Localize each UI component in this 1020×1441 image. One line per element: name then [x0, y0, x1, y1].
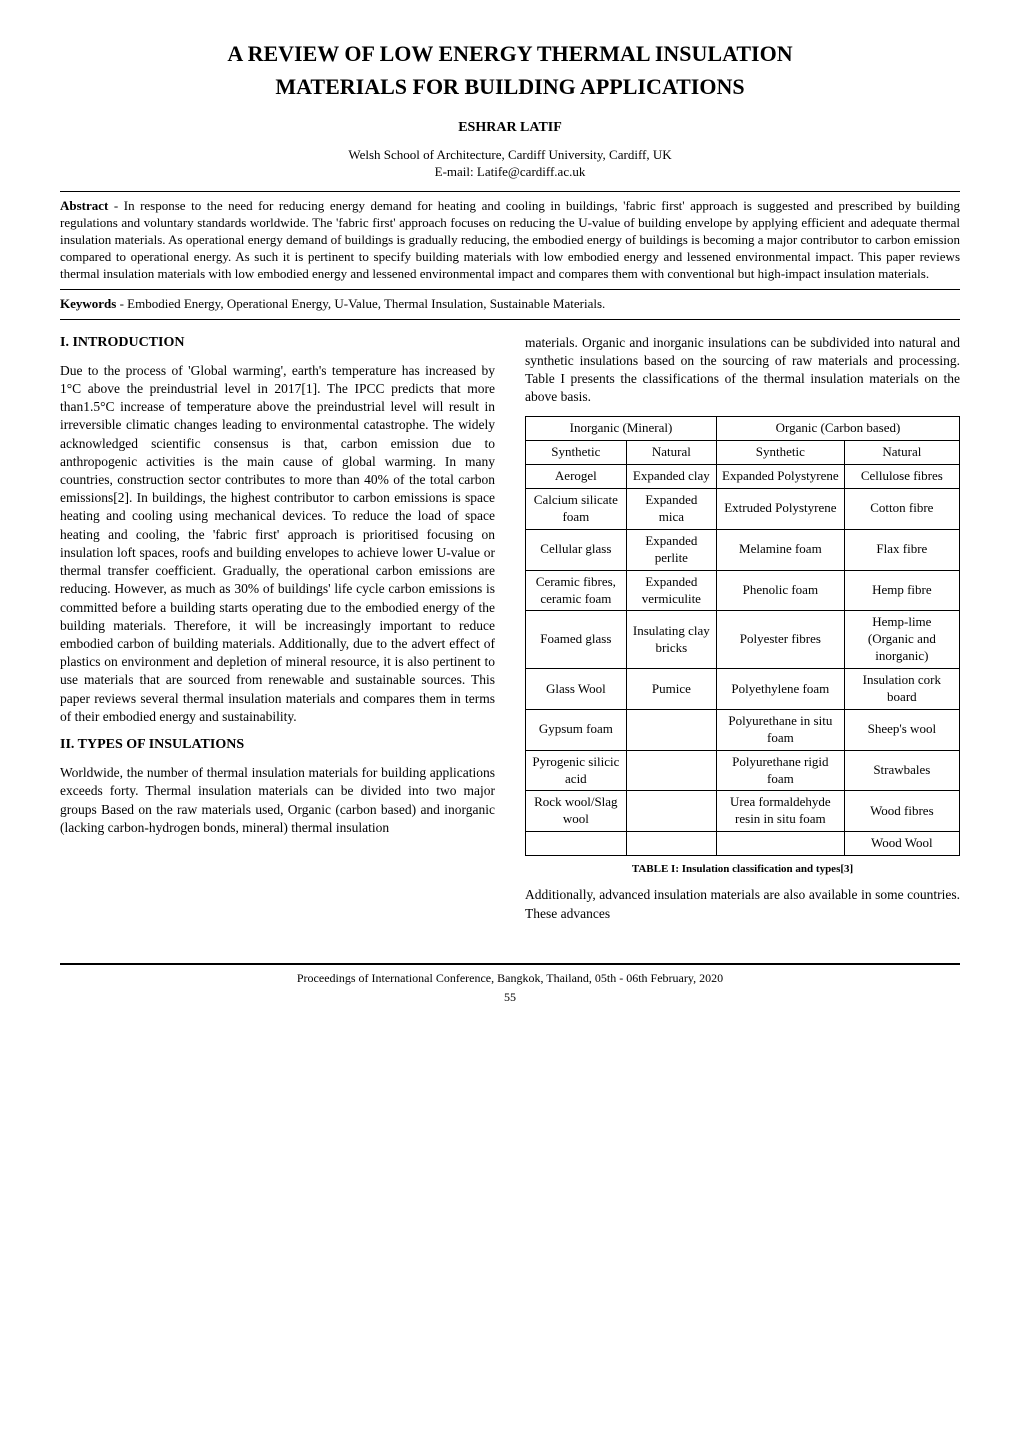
- cell: [626, 791, 716, 832]
- divider-mid1: [60, 289, 960, 290]
- cell: Urea formaldehyde resin in situ foam: [717, 791, 845, 832]
- left-column: I. INTRODUCTION Due to the process of 'G…: [60, 334, 495, 933]
- cell: Sheep's wool: [844, 709, 959, 750]
- abstract-block: Abstract - In response to the need for r…: [60, 198, 960, 282]
- divider-mid2: [60, 319, 960, 320]
- header-organic: Organic (Carbon based): [717, 417, 960, 441]
- section-1-paragraph: Due to the process of 'Global warming', …: [60, 362, 495, 726]
- table-row: Foamed glassInsulating clay bricksPolyes…: [526, 611, 960, 669]
- abstract-label: Abstract: [60, 198, 108, 213]
- cell: Polyurethane rigid foam: [717, 750, 845, 791]
- cell: Phenolic foam: [717, 570, 845, 611]
- table-row: Calcium silicate foamExpanded micaExtrud…: [526, 489, 960, 530]
- keywords-block: Keywords - Embodied Energy, Operational …: [60, 296, 960, 313]
- keywords-text: - Embodied Energy, Operational Energy, U…: [116, 296, 605, 311]
- sub-natural-2: Natural: [844, 441, 959, 465]
- cell: [526, 832, 627, 856]
- keywords-label: Keywords: [60, 296, 116, 311]
- cell: Cellular glass: [526, 529, 627, 570]
- table-row: AerogelExpanded clayExpanded Polystyrene…: [526, 465, 960, 489]
- table-row: Rock wool/Slag wool Urea formaldehyde res…: [526, 791, 960, 832]
- table-caption: TABLE I: Insulation classification and t…: [525, 862, 960, 876]
- cell: Rock wool/Slag wool: [526, 791, 627, 832]
- cell: Polyethylene foam: [717, 669, 845, 710]
- cell: Expanded Polystyrene: [717, 465, 845, 489]
- author-name: ESHRAR LATIF: [60, 119, 960, 137]
- right-column: materials. Organic and inorganic insulat…: [525, 334, 960, 933]
- column-2-closing: Additionally, advanced insulation materi…: [525, 886, 960, 922]
- section-1-heading: I. INTRODUCTION: [60, 334, 495, 352]
- cell: Polyester fibres: [717, 611, 845, 669]
- cell: Polyurethane in situ foam: [717, 709, 845, 750]
- section-2-heading: II. TYPES OF INSULATIONS: [60, 736, 495, 754]
- table-header-row-2: Synthetic Natural Synthetic Natural: [526, 441, 960, 465]
- cell: Cotton fibre: [844, 489, 959, 530]
- table-row: Pyrogenic silicic acid Polyurethane rigid…: [526, 750, 960, 791]
- cell: [717, 832, 845, 856]
- cell: Pyrogenic silicic acid: [526, 750, 627, 791]
- cell: [626, 750, 716, 791]
- table-row: Gypsum foam Polyurethane in situ foamShee…: [526, 709, 960, 750]
- section-2-paragraph: Worldwide, the number of thermal insulat…: [60, 764, 495, 837]
- cell: Expanded perlite: [626, 529, 716, 570]
- paper-title-line2: MATERIALS FOR BUILDING APPLICATIONS: [60, 73, 960, 102]
- footer-divider: [60, 963, 960, 965]
- table-row: Ceramic fibres, ceramic foamExpanded ver…: [526, 570, 960, 611]
- cell: Foamed glass: [526, 611, 627, 669]
- cell: Hemp-lime (Organic and inorganic): [844, 611, 959, 669]
- cell: Wood fibres: [844, 791, 959, 832]
- cell: Insulating clay bricks: [626, 611, 716, 669]
- sub-synthetic-2: Synthetic: [717, 441, 845, 465]
- cell: Gypsum foam: [526, 709, 627, 750]
- cell: Wood Wool: [844, 832, 959, 856]
- column-2-intro: materials. Organic and inorganic insulat…: [525, 334, 960, 407]
- cell: [626, 709, 716, 750]
- table-row: Glass WoolPumicePolyethylene foamInsulat…: [526, 669, 960, 710]
- page-number: 55: [60, 990, 960, 1006]
- cell: Expanded clay: [626, 465, 716, 489]
- cell: Aerogel: [526, 465, 627, 489]
- cell: Flax fibre: [844, 529, 959, 570]
- table-row: Cellular glassExpanded perliteMelamine f…: [526, 529, 960, 570]
- cell: Melamine foam: [717, 529, 845, 570]
- cell: Insulation cork board: [844, 669, 959, 710]
- cell: Pumice: [626, 669, 716, 710]
- footer-proceedings: Proceedings of International Conference,…: [60, 971, 960, 987]
- cell: Glass Wool: [526, 669, 627, 710]
- cell: Calcium silicate foam: [526, 489, 627, 530]
- cell: Ceramic fibres, ceramic foam: [526, 570, 627, 611]
- sub-natural-1: Natural: [626, 441, 716, 465]
- table-row: Wood Wool: [526, 832, 960, 856]
- cell: Strawbales: [844, 750, 959, 791]
- cell: Extruded Polystyrene: [717, 489, 845, 530]
- abstract-text: - In response to the need for reducing e…: [60, 198, 960, 281]
- two-column-layout: I. INTRODUCTION Due to the process of 'G…: [60, 334, 960, 933]
- sub-synthetic-1: Synthetic: [526, 441, 627, 465]
- divider-top: [60, 191, 960, 192]
- cell: Expanded mica: [626, 489, 716, 530]
- header-inorganic: Inorganic (Mineral): [526, 417, 717, 441]
- author-email: E-mail: Latife@cardiff.ac.uk: [60, 164, 960, 181]
- cell: Hemp fibre: [844, 570, 959, 611]
- cell: [626, 832, 716, 856]
- author-affiliation: Welsh School of Architecture, Cardiff Un…: [60, 147, 960, 164]
- cell: Cellulose fibres: [844, 465, 959, 489]
- table-header-row-1: Inorganic (Mineral) Organic (Carbon base…: [526, 417, 960, 441]
- insulation-table: Inorganic (Mineral) Organic (Carbon base…: [525, 416, 960, 856]
- cell: Expanded vermiculite: [626, 570, 716, 611]
- paper-title-line1: A REVIEW OF LOW ENERGY THERMAL INSULATIO…: [60, 40, 960, 69]
